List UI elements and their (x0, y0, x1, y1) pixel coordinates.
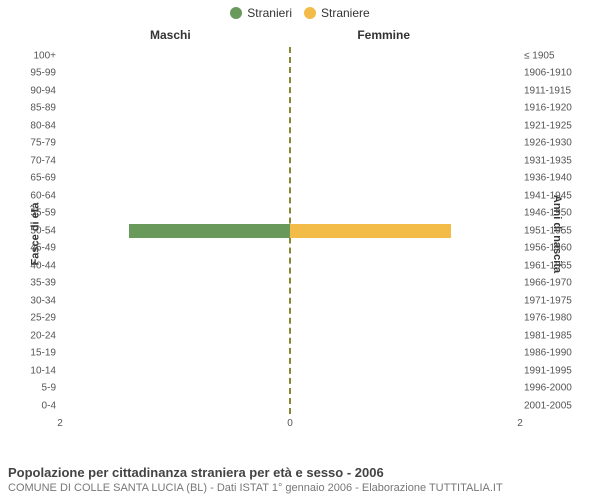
age-label: 10-14 (18, 365, 56, 376)
birth-year-label: 1906-1910 (524, 68, 584, 79)
birth-year-label: 1951-1955 (524, 225, 584, 236)
birth-year-label: 1966-1970 (524, 278, 584, 289)
age-label: 70-74 (18, 155, 56, 166)
birth-year-label: 1921-1925 (524, 120, 584, 131)
age-row: 95-991906-1910 (60, 65, 520, 83)
chart-subtitle: COMUNE DI COLLE SANTA LUCIA (BL) - Dati … (8, 482, 592, 494)
x-tick: 2 (517, 418, 523, 429)
birth-year-label: 2001-2005 (524, 400, 584, 411)
age-row: 30-341971-1975 (60, 292, 520, 310)
x-tick: 0 (287, 418, 293, 429)
legend-swatch (304, 7, 316, 19)
age-row: 25-291976-1980 (60, 310, 520, 328)
age-label: 90-94 (18, 85, 56, 96)
age-row: 55-591946-1950 (60, 205, 520, 223)
age-row: 0-42001-2005 (60, 397, 520, 415)
age-row: 75-791926-1930 (60, 135, 520, 153)
legend: Stranieri Straniere (0, 0, 600, 24)
birth-year-label: 1936-1940 (524, 173, 584, 184)
legend-label: Stranieri (247, 6, 292, 20)
birth-year-label: 1996-2000 (524, 383, 584, 394)
age-label: 50-54 (18, 225, 56, 236)
legend-item: Stranieri (230, 6, 292, 20)
age-label: 55-59 (18, 208, 56, 219)
female-bar (290, 224, 451, 238)
chart-title: Popolazione per cittadinanza straniera p… (8, 465, 592, 480)
age-row: 40-441961-1965 (60, 257, 520, 275)
age-row: 90-941911-1915 (60, 82, 520, 100)
age-row: 80-841921-1925 (60, 117, 520, 135)
age-label: 100+ (18, 50, 56, 61)
birth-year-label: 1971-1975 (524, 295, 584, 306)
birth-year-label: 1926-1930 (524, 138, 584, 149)
age-row: 70-741931-1935 (60, 152, 520, 170)
age-row: 65-691936-1940 (60, 170, 520, 188)
age-row: 5-91996-2000 (60, 380, 520, 398)
age-label: 35-39 (18, 278, 56, 289)
birth-year-label: 1961-1965 (524, 260, 584, 271)
age-label: 20-24 (18, 330, 56, 341)
x-axis: 2 0 2 (60, 418, 520, 432)
male-bar (129, 224, 290, 238)
birth-year-label: 1981-1985 (524, 330, 584, 341)
pyramid-chart: Maschi Femmine Fasce di età Anni di nasc… (0, 24, 600, 444)
age-row: 15-191986-1990 (60, 345, 520, 363)
age-label: 45-49 (18, 243, 56, 254)
x-tick: 2 (57, 418, 63, 429)
legend-swatch (230, 7, 242, 19)
right-column-header: Femmine (357, 28, 410, 42)
birth-year-label: ≤ 1905 (524, 50, 584, 61)
age-label: 95-99 (18, 68, 56, 79)
age-row: 100+≤ 1905 (60, 47, 520, 65)
birth-year-label: 1946-1950 (524, 208, 584, 219)
age-label: 75-79 (18, 138, 56, 149)
birth-year-label: 1956-1960 (524, 243, 584, 254)
birth-year-label: 1931-1935 (524, 155, 584, 166)
birth-year-label: 1911-1915 (524, 85, 584, 96)
legend-item: Straniere (304, 6, 370, 20)
chart-footer: Popolazione per cittadinanza straniera p… (8, 465, 592, 494)
age-label: 15-19 (18, 348, 56, 359)
age-label: 65-69 (18, 173, 56, 184)
age-label: 40-44 (18, 260, 56, 271)
age-row: 60-641941-1945 (60, 187, 520, 205)
birth-year-label: 1941-1945 (524, 190, 584, 201)
age-row: 10-141991-1995 (60, 362, 520, 380)
age-row: 50-541951-1955 (60, 222, 520, 240)
birth-year-label: 1976-1980 (524, 313, 584, 324)
legend-label: Straniere (321, 6, 370, 20)
age-row: 20-241981-1985 (60, 327, 520, 345)
birth-year-label: 1916-1920 (524, 103, 584, 114)
age-label: 25-29 (18, 313, 56, 324)
age-label: 5-9 (18, 383, 56, 394)
age-label: 60-64 (18, 190, 56, 201)
birth-year-label: 1986-1990 (524, 348, 584, 359)
age-label: 85-89 (18, 103, 56, 114)
age-row: 45-491956-1960 (60, 240, 520, 258)
age-label: 30-34 (18, 295, 56, 306)
left-column-header: Maschi (150, 28, 191, 42)
birth-year-label: 1991-1995 (524, 365, 584, 376)
age-label: 80-84 (18, 120, 56, 131)
age-row: 35-391966-1970 (60, 275, 520, 293)
age-row: 85-891916-1920 (60, 100, 520, 118)
plot-area: 100+≤ 190595-991906-191090-941911-191585… (60, 46, 520, 414)
age-label: 0-4 (18, 400, 56, 411)
